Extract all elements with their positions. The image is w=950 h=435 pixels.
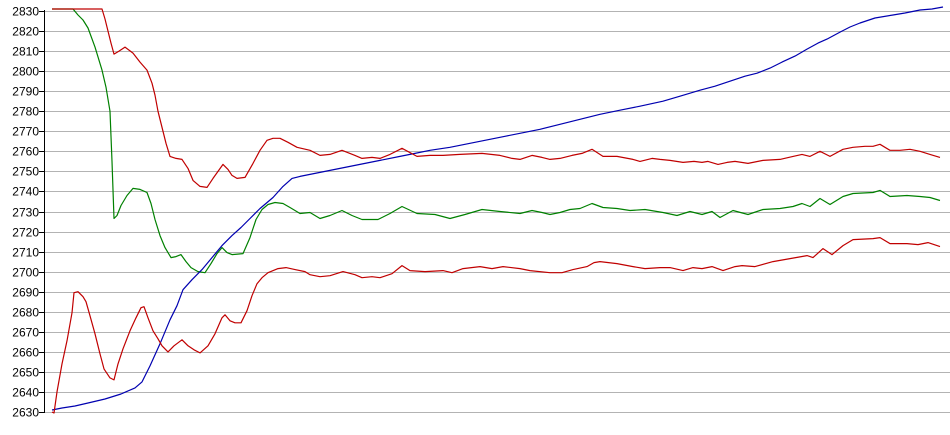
- y-axis-label: 2640: [12, 386, 39, 400]
- y-axis-label: 2730: [12, 206, 39, 220]
- y-axis-label: 2800: [12, 65, 39, 79]
- y-axis-label: 2690: [12, 286, 39, 300]
- y-axis-labels: 2830 2820 2810 2800 2790 2780 2770 2760 2750 2740…: [12, 5, 39, 420]
- y-axis-label: 2810: [12, 45, 39, 59]
- y-axis-label: 2830: [12, 5, 39, 19]
- green-mid-line: [52, 8, 941, 274]
- y-axis-ticks: [39, 11, 44, 413]
- y-axis-label: 2710: [12, 246, 39, 260]
- blue-trend-line: [51, 6, 944, 411]
- gridlines: [44, 11, 950, 413]
- y-axis-label: 2790: [12, 85, 39, 99]
- y-axis-label: 2720: [12, 226, 39, 240]
- y-axis-label: 2750: [12, 165, 39, 179]
- y-axis-label: 2760: [12, 145, 39, 159]
- upper-red-band: [52, 8, 941, 188]
- y-axis-label: 2670: [12, 326, 39, 340]
- y-axis-label: 2770: [12, 125, 39, 139]
- y-axis-label: 2650: [12, 366, 39, 380]
- lower-red-band: [51, 237, 941, 414]
- y-axis-label: 2680: [12, 306, 39, 320]
- y-axis-label: 2700: [12, 266, 39, 280]
- y-axis-label: 2630: [12, 406, 39, 420]
- y-axis-label: 2660: [12, 346, 39, 360]
- y-axis-label: 2820: [12, 25, 39, 39]
- y-axis-label: 2740: [12, 185, 39, 199]
- y-axis-label: 2780: [12, 105, 39, 119]
